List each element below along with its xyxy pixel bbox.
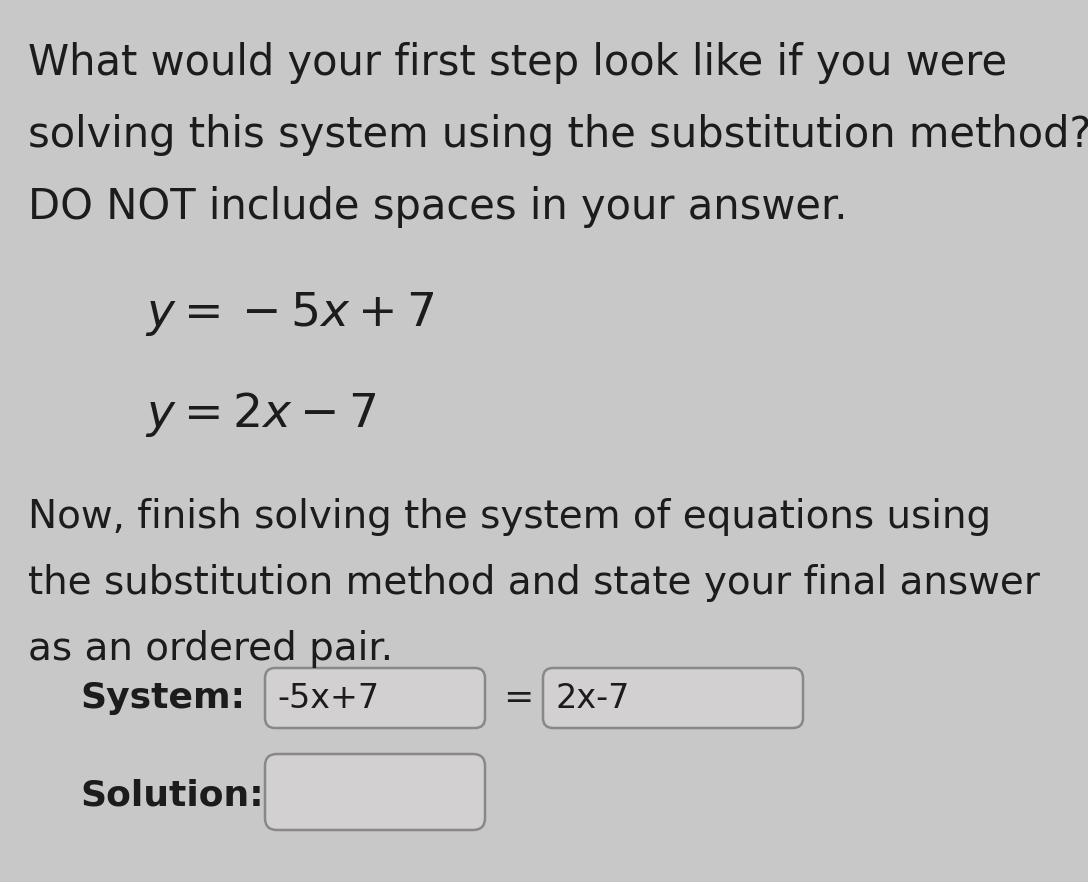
Text: =: = xyxy=(503,681,533,715)
Text: $y = -5x + 7$: $y = -5x + 7$ xyxy=(145,290,434,338)
FancyBboxPatch shape xyxy=(265,668,485,728)
Text: 2x-7: 2x-7 xyxy=(555,682,629,714)
Text: Solution:: Solution: xyxy=(81,779,263,813)
Text: What would your first step look like if you were: What would your first step look like if … xyxy=(28,42,1007,84)
Text: DO NOT include spaces in your answer.: DO NOT include spaces in your answer. xyxy=(28,186,848,228)
Text: as an ordered pair.: as an ordered pair. xyxy=(28,630,393,668)
Text: Now, finish solving the system of equations using: Now, finish solving the system of equati… xyxy=(28,498,991,536)
Text: the substitution method and state your final answer: the substitution method and state your f… xyxy=(28,564,1040,602)
Text: System:: System: xyxy=(81,681,245,715)
FancyBboxPatch shape xyxy=(543,668,803,728)
Text: -5x+7: -5x+7 xyxy=(277,682,379,714)
Text: $y = 2x - 7$: $y = 2x - 7$ xyxy=(145,390,376,439)
Text: solving this system using the substitution method?: solving this system using the substituti… xyxy=(28,114,1088,156)
FancyBboxPatch shape xyxy=(265,754,485,830)
